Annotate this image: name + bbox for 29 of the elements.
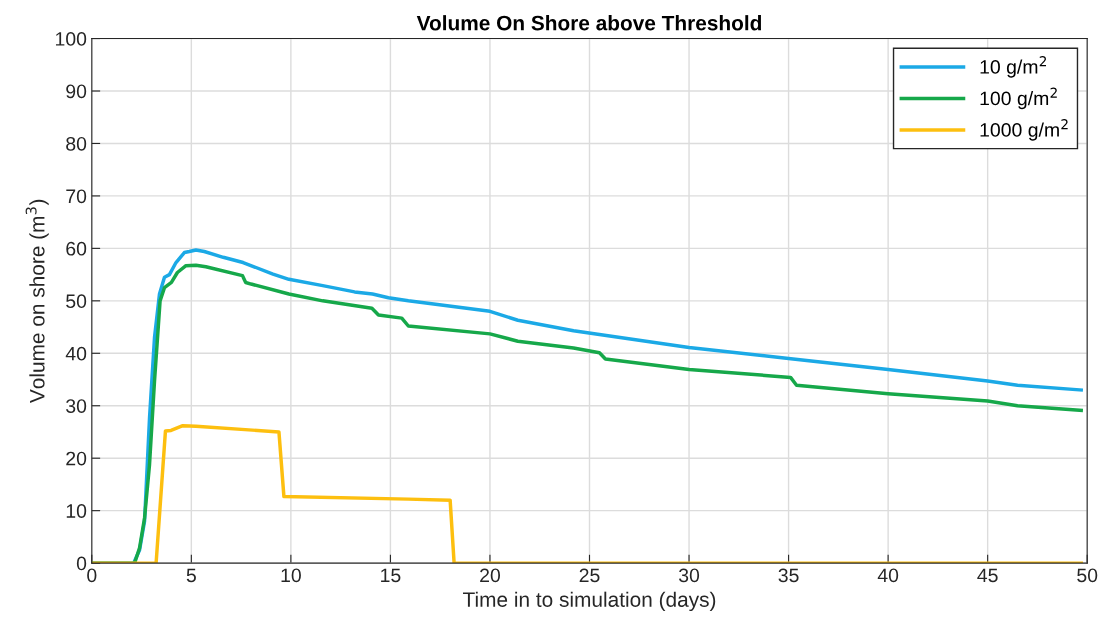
x-tick-label: 0 bbox=[87, 568, 97, 583]
legend-label: 10 g/m$^{2}$ bbox=[980, 56, 1047, 78]
x-tick-label: 5 bbox=[186, 568, 196, 583]
x-tick-label: 50 bbox=[1077, 568, 1098, 583]
x-tick-label: 35 bbox=[778, 568, 799, 583]
y-tick-label: 90 bbox=[66, 84, 87, 99]
x-tick-label: 40 bbox=[877, 568, 899, 583]
x-tick-label: 25 bbox=[579, 568, 600, 583]
legend-label: 100 g/m$^{2}$ bbox=[980, 87, 1057, 110]
chart-title: Volume On Shore above Threshold bbox=[416, 15, 762, 31]
line-series bbox=[91, 423, 1083, 564]
y-tick-label: 100 bbox=[55, 32, 87, 46]
y-tick-label: 10 bbox=[66, 504, 87, 518]
y-tick-label: 0 bbox=[76, 556, 87, 571]
legend-label: 1000 g/m$^{2}$ bbox=[980, 119, 1068, 141]
x-tick-label: 10 bbox=[281, 568, 301, 583]
y-tick-label: 50 bbox=[66, 294, 87, 309]
x-tick-label: 15 bbox=[381, 568, 401, 583]
y-tick-label: 70 bbox=[66, 189, 87, 204]
x-tick-label: 30 bbox=[678, 568, 700, 583]
y-tick-label: 30 bbox=[66, 399, 87, 413]
y-tick-label: 40 bbox=[65, 346, 87, 361]
y-tick-label: 80 bbox=[66, 136, 87, 151]
y-tick-label: 60 bbox=[66, 241, 87, 256]
x-tick-label: 45 bbox=[977, 568, 998, 583]
y-axis-title: Volume on shore (m$^{3}$) bbox=[25, 199, 49, 404]
y-tick-label: 20 bbox=[66, 451, 87, 466]
x-axis-title: Time in to simulation (days) bbox=[463, 591, 716, 612]
x-tick-label: 20 bbox=[480, 568, 501, 583]
